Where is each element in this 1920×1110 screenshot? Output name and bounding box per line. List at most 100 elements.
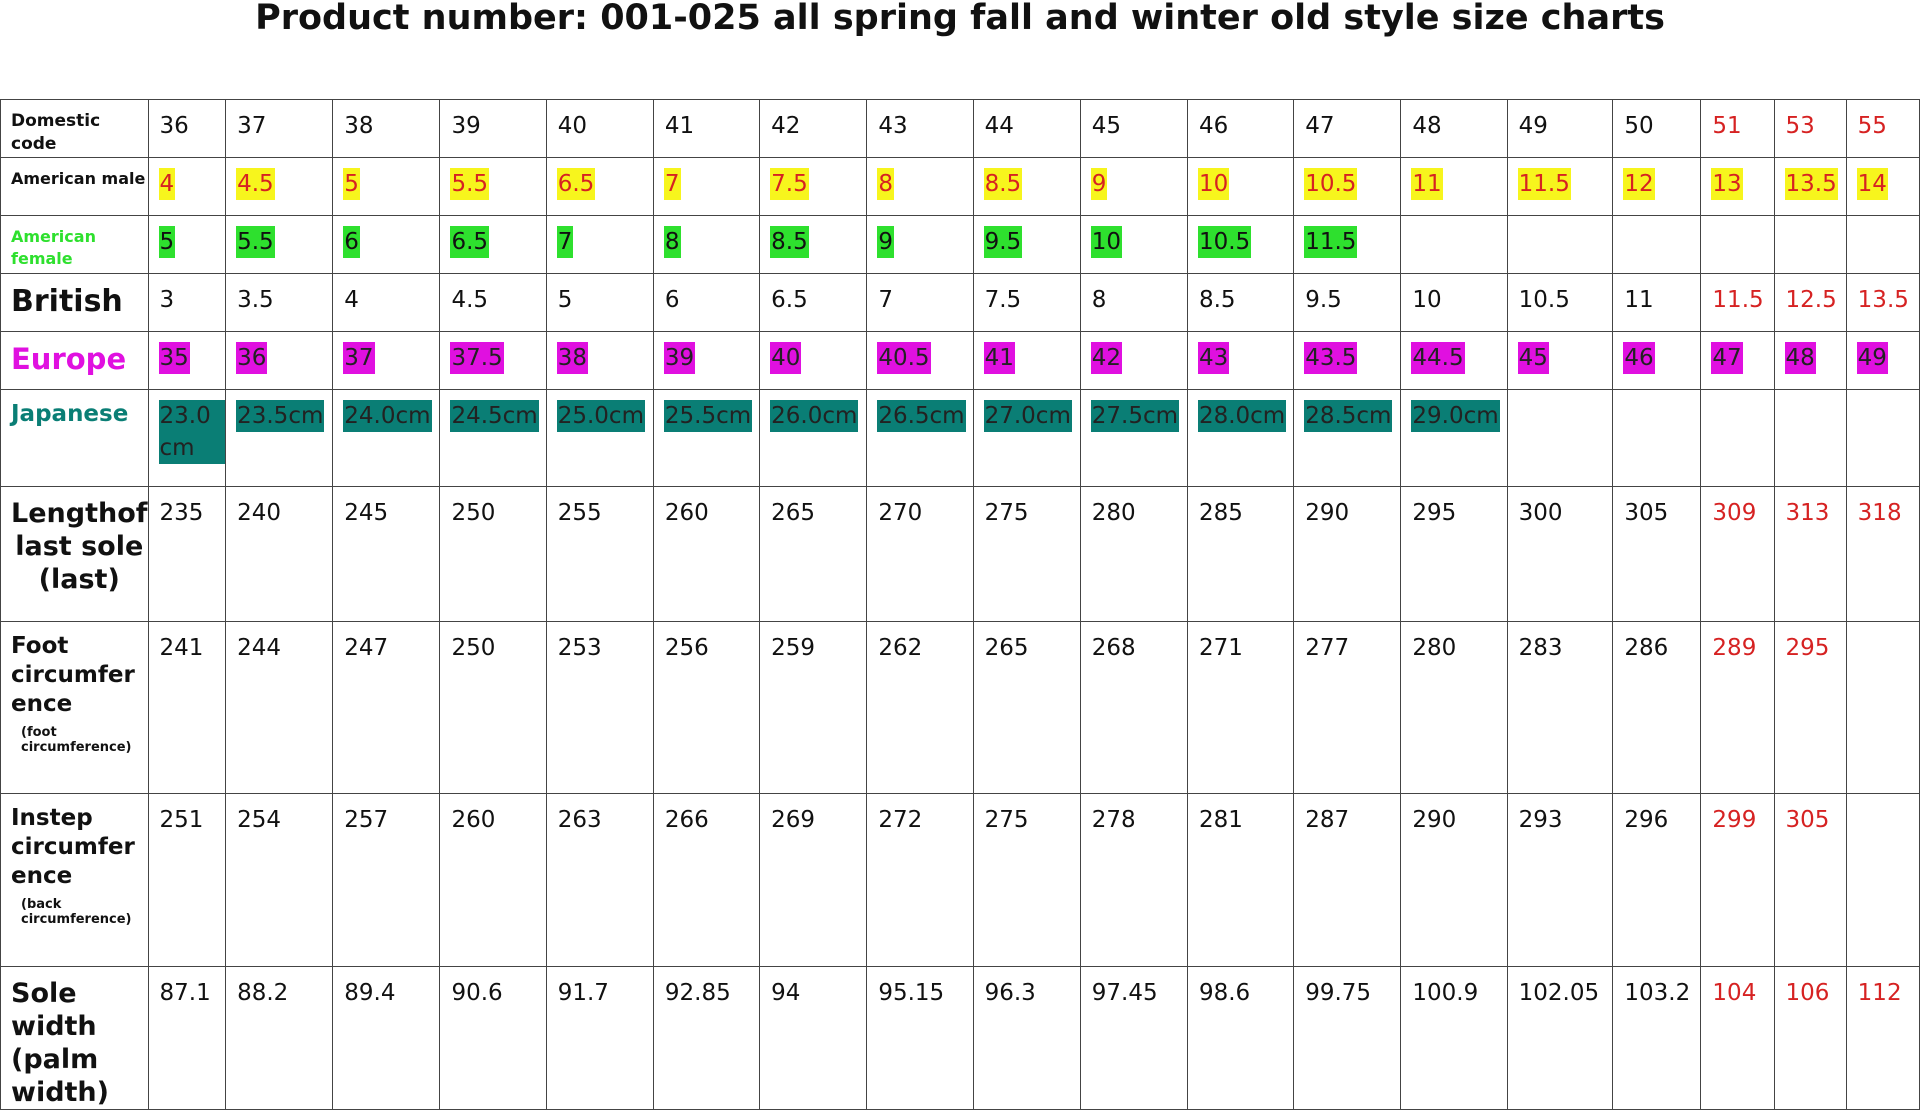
size-value: 25.0cm bbox=[556, 400, 645, 432]
size-cell: 6 bbox=[332, 215, 441, 274]
size-cell: 28.5cm bbox=[1293, 389, 1402, 487]
size-cell: 10.5 bbox=[1186, 215, 1295, 274]
size-value: 26.0cm bbox=[770, 400, 859, 432]
size-value: 29.0cm bbox=[1411, 400, 1500, 432]
size-value: 100.9 bbox=[1412, 980, 1479, 1006]
size-value: 296 bbox=[1624, 807, 1669, 833]
size-value: 295 bbox=[1785, 635, 1830, 661]
size-cell: 299 bbox=[1700, 793, 1775, 967]
size-value: 4 bbox=[344, 287, 359, 313]
size-value: 49 bbox=[1518, 113, 1548, 139]
size-cell: 43 bbox=[866, 99, 974, 158]
size-cell: 250 bbox=[439, 621, 547, 794]
size-value: 6.5 bbox=[450, 226, 490, 258]
size-value: 305 bbox=[1624, 500, 1669, 526]
size-cell: 251 bbox=[147, 793, 227, 967]
size-cell: 13.5 bbox=[1773, 157, 1847, 216]
size-cell bbox=[1400, 215, 1508, 274]
size-cell bbox=[1700, 389, 1775, 487]
size-value: 7 bbox=[878, 287, 893, 313]
size-cell: 318 bbox=[1845, 486, 1920, 622]
size-cell: 13 bbox=[1700, 157, 1775, 216]
size-value: 3 bbox=[159, 287, 175, 313]
size-cell: 10 bbox=[1400, 273, 1508, 332]
size-value: 50 bbox=[1624, 113, 1654, 139]
size-cell: 48 bbox=[1400, 99, 1508, 158]
size-cell: 87.1 bbox=[147, 966, 227, 1110]
size-value: 55 bbox=[1857, 113, 1887, 139]
size-value: 44 bbox=[984, 113, 1014, 139]
size-cell: 47 bbox=[1700, 331, 1775, 390]
size-cell: 46 bbox=[1186, 99, 1295, 158]
size-cell: 90.6 bbox=[439, 966, 547, 1110]
size-value: 24.0cm bbox=[343, 400, 432, 432]
size-cell: 8 bbox=[866, 157, 974, 216]
size-cell: 36 bbox=[147, 99, 227, 158]
size-value: 47 bbox=[1305, 113, 1335, 139]
size-cell: 8 bbox=[652, 215, 761, 274]
size-value: 300 bbox=[1518, 500, 1563, 526]
size-cell: 4 bbox=[332, 273, 441, 332]
size-cell: 6.5 bbox=[439, 215, 547, 274]
row-label-text: Japanese bbox=[11, 401, 129, 427]
size-cell: 278 bbox=[1079, 793, 1188, 967]
size-value: 37.5 bbox=[450, 342, 504, 374]
size-value: 285 bbox=[1198, 500, 1243, 526]
size-value: 250 bbox=[451, 635, 496, 661]
row-label-text: Domestic code bbox=[11, 111, 101, 154]
size-cell: 4 bbox=[147, 157, 227, 216]
size-value: 268 bbox=[1091, 635, 1136, 661]
size-value: 112 bbox=[1857, 980, 1902, 1006]
size-value: 6 bbox=[343, 226, 360, 258]
size-value: 23.5cm bbox=[236, 400, 325, 432]
size-value: 28.0cm bbox=[1197, 400, 1287, 432]
size-cell bbox=[1506, 389, 1614, 487]
size-value: 42 bbox=[771, 113, 801, 139]
size-row: British 3 3.5 4 4.5 5 6 6.5 7 7.5 8 8.5 9.5 10 10.5 11 1… bbox=[0, 273, 1920, 332]
row-label: Sole width (palm width) bbox=[0, 966, 149, 1110]
size-cell: 25.5cm bbox=[652, 389, 761, 487]
size-cell: 29.0cm bbox=[1400, 389, 1508, 487]
size-cell: 250 bbox=[439, 486, 547, 622]
size-cell: 295 bbox=[1400, 486, 1508, 622]
size-value: 9 bbox=[877, 226, 894, 258]
row-label: Europe bbox=[0, 331, 149, 390]
size-value: 9 bbox=[1090, 168, 1108, 200]
size-value: 11.5 bbox=[1517, 168, 1571, 200]
size-cell: 309 bbox=[1700, 486, 1775, 622]
size-cell: 253 bbox=[545, 621, 654, 794]
size-cell: 6 bbox=[652, 273, 761, 332]
size-value: 13.5 bbox=[1784, 168, 1838, 200]
size-cell: 51 bbox=[1700, 99, 1775, 158]
size-cell: 39 bbox=[652, 331, 761, 390]
size-value: 48 bbox=[1784, 342, 1816, 374]
size-cell: 272 bbox=[866, 793, 974, 967]
size-cell: 8.5 bbox=[759, 215, 868, 274]
size-value: 281 bbox=[1198, 807, 1243, 833]
row-label-text: British bbox=[11, 284, 123, 319]
size-value: 104 bbox=[1712, 980, 1757, 1006]
size-value: 106 bbox=[1785, 980, 1830, 1006]
size-cell: 262 bbox=[866, 621, 974, 794]
size-cell: 40 bbox=[545, 99, 654, 158]
size-row: Domestic code 36 37 38 39 40 41 42 43 44 45 46 47 48 4… bbox=[0, 99, 1920, 158]
size-value: 8.5 bbox=[770, 226, 809, 258]
size-cell: 9 bbox=[1079, 157, 1188, 216]
size-value: 269 bbox=[771, 807, 816, 833]
size-cell: 23.5cm bbox=[225, 389, 334, 487]
size-value: 295 bbox=[1412, 500, 1457, 526]
size-value: 41 bbox=[983, 342, 1015, 374]
size-value: 27.5cm bbox=[1090, 400, 1180, 432]
size-value: 97.45 bbox=[1091, 980, 1158, 1006]
size-row: Japanese 23.0 cm 23.5cm 24.0cm 24.5cm 25.0cm 2… bbox=[0, 389, 1920, 487]
size-value: 8 bbox=[1091, 287, 1107, 313]
size-cell: 37.5 bbox=[439, 331, 547, 390]
size-value: 260 bbox=[664, 500, 709, 526]
size-cell: 49 bbox=[1845, 331, 1920, 390]
size-value: 247 bbox=[344, 635, 389, 661]
size-cell: 254 bbox=[225, 793, 334, 967]
size-value: 256 bbox=[664, 635, 709, 661]
size-cell: 247 bbox=[332, 621, 441, 794]
size-cell: 40 bbox=[759, 331, 868, 390]
size-value: 44.5 bbox=[1411, 342, 1465, 374]
